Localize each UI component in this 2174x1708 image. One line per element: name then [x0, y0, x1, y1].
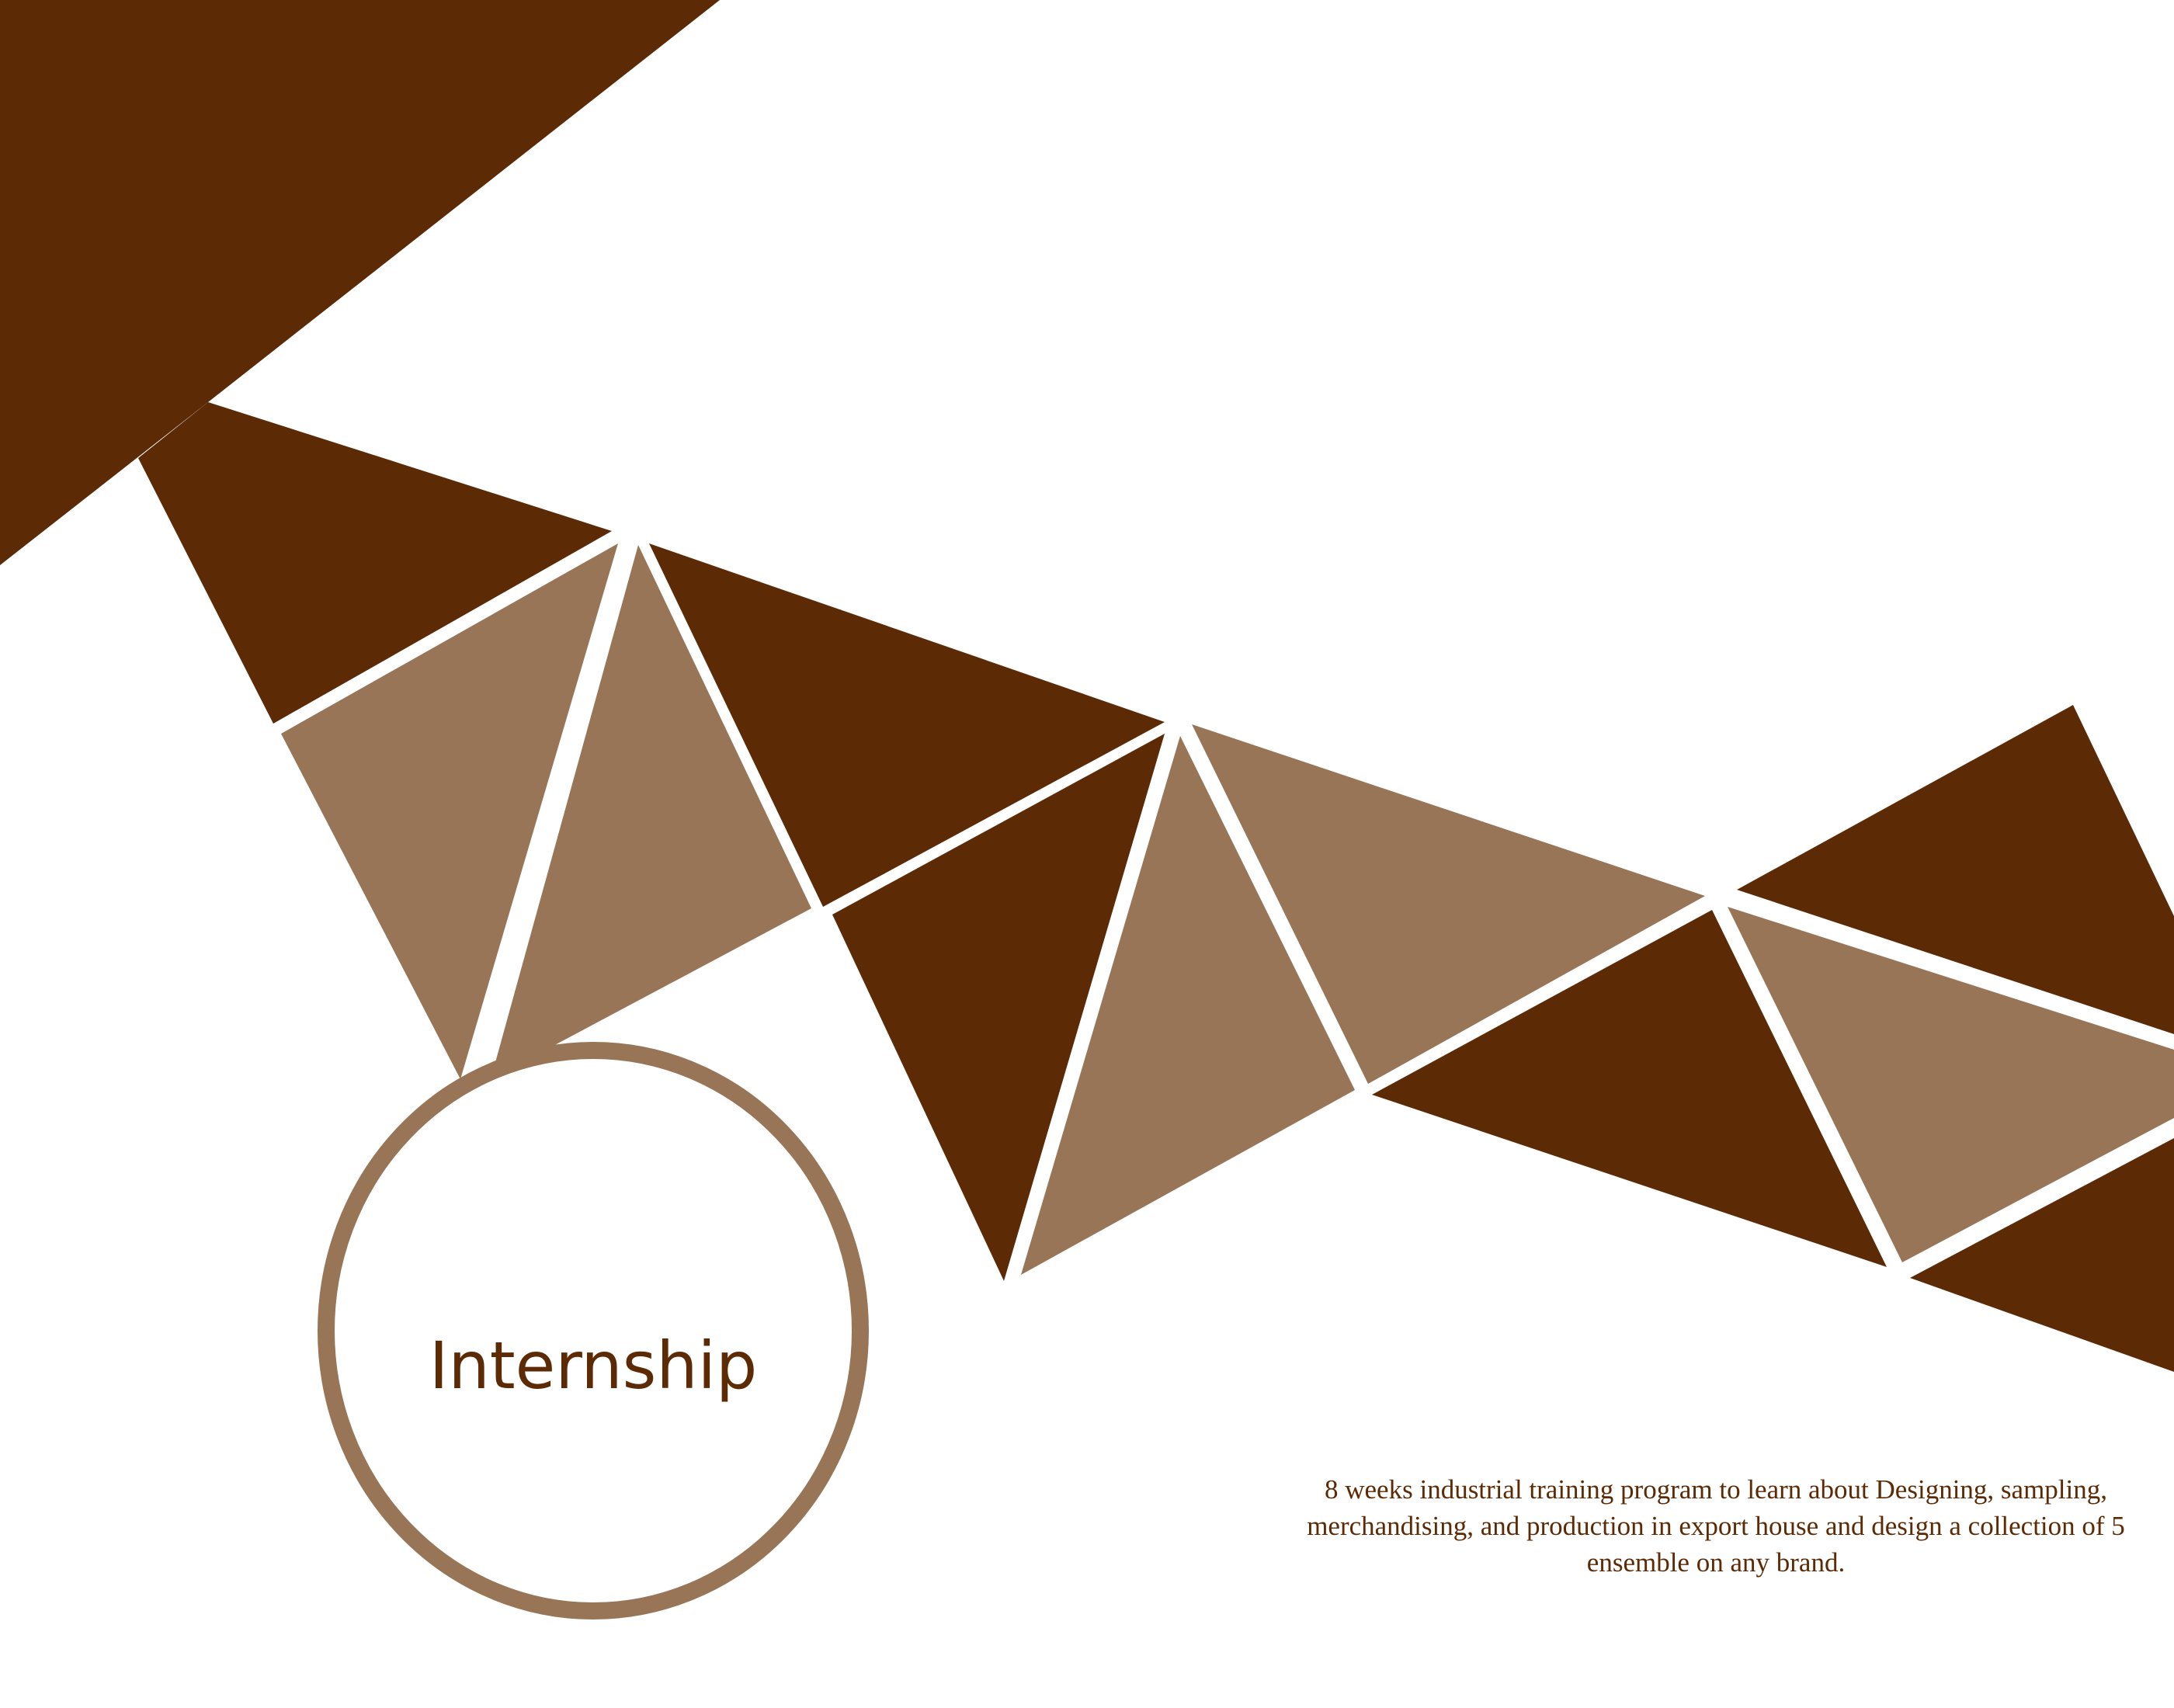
- page-title: Internship: [429, 1328, 758, 1404]
- dark-triangle-top-left: [0, 0, 720, 565]
- dark-triangle-1: [138, 402, 612, 724]
- dark-triangle-3: [832, 734, 1165, 1281]
- light-triangle-2: [491, 545, 811, 1079]
- dark-triangle-2: [649, 543, 1165, 907]
- dark-triangle-4: [1372, 910, 1887, 1267]
- dark-triangle-5: [1737, 705, 2174, 1034]
- description-text: 8 weeks industrial training program to l…: [1307, 1474, 2125, 1578]
- light-triangle-3: [1021, 736, 1355, 1275]
- light-triangle-4: [1192, 724, 1705, 1084]
- light-triangle-1: [281, 543, 618, 1079]
- light-triangle-5: [1728, 907, 2174, 1262]
- title-circle: [318, 1042, 869, 1619]
- dark-triangle-6: [1910, 1138, 2174, 1372]
